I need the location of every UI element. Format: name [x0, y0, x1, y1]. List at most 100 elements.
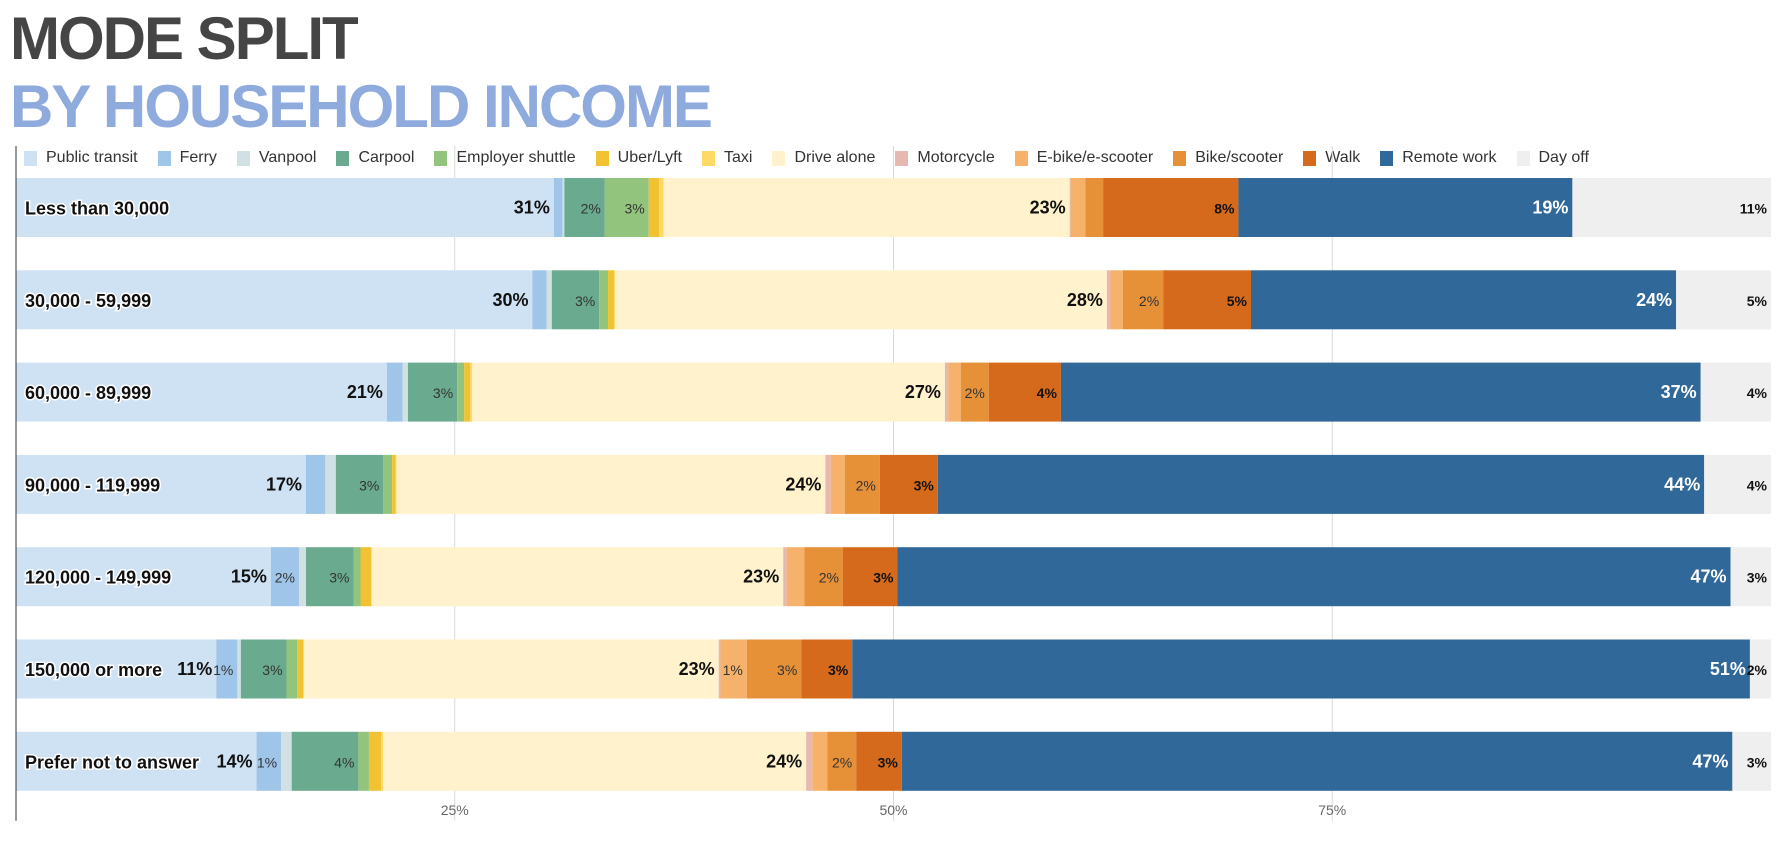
- bar-segment-taxi[interactable]: [381, 731, 383, 791]
- legend-item-drive-alone[interactable]: Drive alone: [772, 149, 875, 167]
- bar-segment-taxi[interactable]: [614, 270, 616, 330]
- legend-item-e-bike-e-scooter[interactable]: E-bike/e-scooter: [1014, 149, 1153, 167]
- bar-segment-walk[interactable]: [988, 362, 1061, 422]
- bar-segment-drive-alone[interactable]: [371, 547, 784, 607]
- legend-item-vanpool[interactable]: Vanpool: [236, 149, 316, 167]
- bar-segment-bike-scooter[interactable]: [844, 454, 880, 514]
- legend-item-walk[interactable]: Walk: [1303, 149, 1360, 167]
- bar-segment-employer-shuttle[interactable]: [358, 731, 369, 791]
- bar-segment-ferry[interactable]: [306, 454, 326, 514]
- bar-segment-remote-work[interactable]: [901, 731, 1733, 791]
- bar-segment-e-bike-e-scooter[interactable]: [830, 454, 845, 514]
- bar-segment-public-transit[interactable]: [16, 547, 271, 607]
- bar-segment-vanpool[interactable]: [237, 639, 241, 699]
- bar-segment-vanpool[interactable]: [281, 731, 292, 791]
- bar-segment-walk[interactable]: [879, 454, 938, 514]
- bar-segment-public-transit[interactable]: [16, 362, 387, 422]
- legend-item-carpool[interactable]: Carpool: [336, 149, 414, 167]
- bar-segment-vanpool[interactable]: [325, 454, 336, 514]
- bar-segment-vanpool[interactable]: [402, 362, 408, 422]
- bar-segment-ferry[interactable]: [270, 547, 299, 607]
- bar-segment-motorcycle[interactable]: [1069, 178, 1071, 237]
- bar-segment-employer-shuttle[interactable]: [604, 178, 649, 237]
- bar-segment-employer-shuttle[interactable]: [383, 454, 393, 514]
- bar-segment-carpool[interactable]: [291, 731, 359, 791]
- bar-segment-bike-scooter[interactable]: [804, 547, 843, 607]
- bar-segment-public-transit[interactable]: [16, 178, 554, 237]
- bar-segment-uber-lyft[interactable]: [608, 270, 615, 330]
- bar-segment-ferry[interactable]: [386, 362, 403, 422]
- bar-segment-taxi[interactable]: [470, 362, 473, 422]
- bar-segment-drive-alone[interactable]: [304, 639, 719, 699]
- bar-segment-carpool[interactable]: [240, 639, 287, 699]
- bar-segment-remote-work[interactable]: [937, 454, 1705, 514]
- legend-item-bike-scooter[interactable]: Bike/scooter: [1173, 149, 1283, 167]
- bar-segment-taxi[interactable]: [371, 547, 372, 607]
- bar-segment-drive-alone[interactable]: [615, 270, 1107, 330]
- bar-segment-bike-scooter[interactable]: [960, 362, 989, 422]
- bar-segment-walk[interactable]: [801, 639, 853, 699]
- bar-segment-uber-lyft[interactable]: [360, 547, 372, 607]
- bar-segment-ferry[interactable]: [553, 178, 563, 237]
- bar-segment-public-transit[interactable]: [16, 731, 257, 791]
- bar-segment-ferry[interactable]: [216, 639, 238, 699]
- bar-segment-motorcycle[interactable]: [944, 362, 949, 422]
- bar-segment-uber-lyft[interactable]: [648, 178, 660, 237]
- bar-segment-vanpool[interactable]: [546, 270, 552, 330]
- bar-segment-carpool[interactable]: [564, 178, 605, 237]
- bar-segment-public-transit[interactable]: [16, 270, 533, 330]
- bar-segment-vanpool[interactable]: [562, 178, 565, 237]
- bar-segment-employer-shuttle[interactable]: [599, 270, 609, 330]
- bar-segment-day-off[interactable]: [1732, 731, 1771, 791]
- bar-segment-carpool[interactable]: [306, 547, 354, 607]
- bar-segment-walk[interactable]: [1163, 270, 1251, 330]
- bar-segment-walk[interactable]: [842, 547, 898, 607]
- bar-segment-e-bike-e-scooter[interactable]: [1110, 270, 1123, 330]
- legend-item-ferry[interactable]: Ferry: [157, 149, 217, 167]
- bar-segment-drive-alone[interactable]: [396, 454, 826, 514]
- bar-segment-employer-shuttle[interactable]: [457, 362, 465, 422]
- bar-segment-uber-lyft[interactable]: [368, 731, 382, 791]
- bar-segment-ferry[interactable]: [532, 270, 547, 330]
- bar-segment-carpool[interactable]: [407, 362, 458, 422]
- legend-item-remote-work[interactable]: Remote work: [1380, 149, 1497, 167]
- bar-segment-day-off[interactable]: [1749, 639, 1771, 699]
- bar-segment-walk[interactable]: [856, 731, 902, 791]
- bar-segment-taxi[interactable]: [395, 454, 397, 514]
- bar-segment-public-transit[interactable]: [16, 639, 217, 699]
- bar-segment-remote-work[interactable]: [1060, 362, 1701, 422]
- bar-segment-bike-scooter[interactable]: [1085, 178, 1104, 237]
- bar-segment-public-transit[interactable]: [16, 454, 307, 514]
- legend-item-day-off[interactable]: Day off: [1516, 149, 1589, 167]
- bar-segment-e-bike-e-scooter[interactable]: [812, 731, 828, 791]
- bar-segment-motorcycle[interactable]: [783, 547, 787, 607]
- legend-item-uber-lyft[interactable]: Uber/Lyft: [595, 149, 682, 167]
- bar-segment-e-bike-e-scooter[interactable]: [720, 639, 747, 699]
- bar-segment-e-bike-e-scooter[interactable]: [786, 547, 805, 607]
- bar-segment-day-off[interactable]: [1704, 454, 1771, 514]
- bar-segment-day-off[interactable]: [1572, 178, 1771, 237]
- bar-segment-motorcycle[interactable]: [825, 454, 831, 514]
- bar-segment-drive-alone[interactable]: [472, 362, 945, 422]
- bar-segment-carpool[interactable]: [335, 454, 384, 514]
- bar-segment-remote-work[interactable]: [1251, 270, 1677, 330]
- legend-item-employer-shuttle[interactable]: Employer shuttle: [434, 149, 576, 167]
- bar-segment-bike-scooter[interactable]: [827, 731, 857, 791]
- bar-segment-carpool[interactable]: [551, 270, 600, 330]
- bar-segment-drive-alone[interactable]: [663, 178, 1070, 237]
- bar-segment-day-off[interactable]: [1700, 362, 1771, 422]
- bar-segment-employer-shuttle[interactable]: [286, 639, 298, 699]
- legend-item-motorcycle[interactable]: Motorcycle: [895, 149, 995, 167]
- bar-segment-uber-lyft[interactable]: [464, 362, 471, 422]
- bar-segment-vanpool[interactable]: [298, 547, 307, 607]
- bar-segment-bike-scooter[interactable]: [746, 639, 802, 699]
- legend-item-taxi[interactable]: Taxi: [701, 149, 752, 167]
- bar-segment-employer-shuttle[interactable]: [353, 547, 361, 607]
- bar-segment-uber-lyft[interactable]: [392, 454, 396, 514]
- bar-segment-e-bike-e-scooter[interactable]: [1070, 178, 1086, 237]
- bar-segment-ferry[interactable]: [256, 731, 282, 791]
- legend-item-public-transit[interactable]: Public transit: [24, 149, 138, 167]
- bar-segment-motorcycle[interactable]: [718, 639, 721, 699]
- bar-segment-taxi[interactable]: [659, 178, 664, 237]
- bar-segment-uber-lyft[interactable]: [297, 639, 304, 699]
